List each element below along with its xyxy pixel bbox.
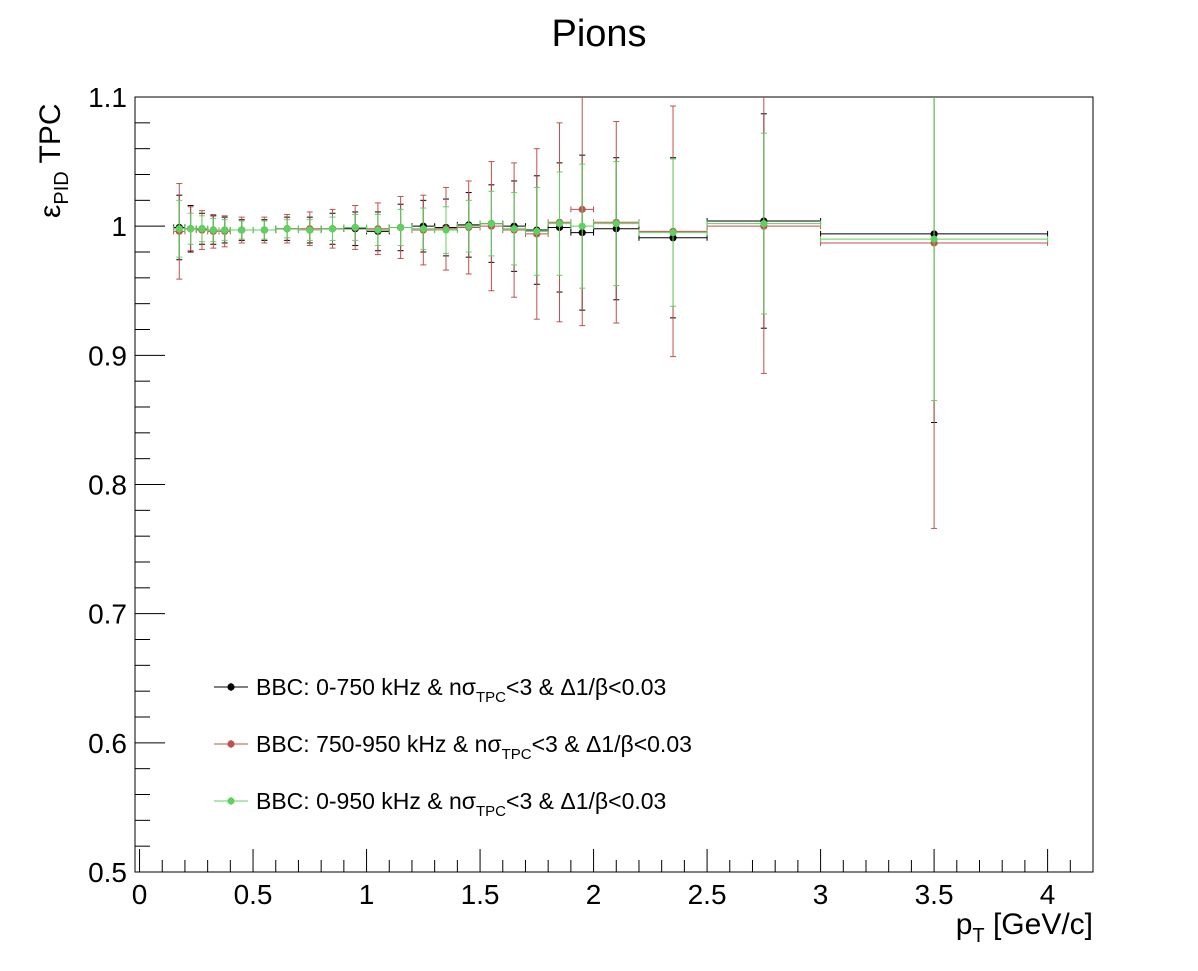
y-tick-label: 1 (111, 211, 127, 242)
marker (669, 229, 677, 237)
chart-title: Pions (551, 13, 646, 55)
y-tick-label: 0.5 (88, 857, 127, 888)
data-point (229, 220, 254, 240)
marker (930, 235, 938, 243)
marker (465, 222, 473, 230)
data-point (184, 212, 197, 245)
legend-marker (227, 683, 235, 691)
series-2 (173, 97, 1049, 529)
legend-label-part: BBC: 750-950 kHz & nσ (256, 731, 502, 757)
marker (351, 223, 359, 232)
data-point (570, 163, 595, 289)
data-point (547, 171, 572, 276)
data-point (456, 199, 481, 253)
data-point (275, 219, 299, 239)
data-point (502, 192, 526, 266)
marker (442, 226, 450, 234)
marker (555, 219, 564, 228)
y-tick-label: 0.9 (88, 340, 127, 371)
legend-marker (227, 797, 235, 805)
y-axis-label: εPID TPC (34, 103, 73, 218)
series-1 (173, 97, 1049, 423)
x-axis-label: pT [GeV/c] (956, 908, 1093, 947)
legend-label-part: <3 & Δ1/β<0.03 (506, 674, 666, 700)
legend-label-subscript: TPC (502, 746, 532, 763)
x-tick-label: 0 (132, 879, 148, 910)
legend-label: BBC: 0-750 kHz & nσTPC<3 & Δ1/β<0.03 (256, 674, 666, 706)
x-tick-label: 4 (1040, 879, 1056, 910)
marker (209, 226, 217, 234)
data-point (366, 214, 390, 247)
marker (283, 225, 291, 233)
legend-label-subscript: TPC (476, 803, 506, 820)
x-tick-label: 3.5 (915, 879, 954, 910)
legend-label: BBC: 0-950 kHz & nσTPC<3 & Δ1/β<0.03 (256, 788, 666, 820)
x-tick-label: 1 (359, 879, 375, 910)
marker (306, 226, 314, 234)
legend-label-part: <3 & Δ1/β<0.03 (506, 788, 666, 814)
legend-entry: BBC: 0-750 kHz & nσTPC<3 & Δ1/β<0.03 (214, 674, 666, 706)
data-point (411, 207, 436, 250)
data-point (207, 217, 220, 243)
legend-entry: BBC: 0-950 kHz & nσTPC<3 & Δ1/β<0.03 (214, 788, 666, 820)
marker (198, 225, 206, 233)
legend-label-subscript: TPC (476, 689, 506, 706)
data-point (218, 219, 231, 241)
legend-label-part: <3 & Δ1/β<0.03 (532, 731, 692, 757)
legend-label-part: BBC: 0-750 kHz & nσ (256, 674, 476, 700)
data-point (388, 208, 413, 247)
y-tick-label: 0.7 (88, 599, 127, 630)
marker (187, 225, 195, 233)
legend-marker (227, 740, 235, 748)
data-point (320, 216, 345, 241)
data-layer (173, 97, 1049, 529)
marker (419, 225, 427, 233)
marker (760, 219, 768, 228)
axes: 0 0.5 1 1.5 2 2.5 3 3.5 40.50.60.70.80.911.1 (88, 82, 1094, 910)
data-point (479, 190, 504, 257)
legend-label: BBC: 750-950 kHz & nσTPC<3 & Δ1/β<0.03 (256, 731, 692, 763)
legend: BBC: 0-750 kHz & nσTPC<3 & Δ1/β<0.03BBC:… (214, 674, 692, 820)
marker (374, 226, 382, 234)
marker (260, 226, 268, 234)
data-point (297, 219, 322, 241)
marker (238, 226, 246, 234)
y-tick-label: 1.1 (88, 82, 127, 113)
marker (612, 219, 620, 228)
legend-entry: BBC: 750-950 kHz & nσTPC<3 & Δ1/β<0.03 (214, 731, 692, 763)
x-tick-label: 1.5 (461, 879, 500, 910)
data-point (252, 220, 277, 240)
marker (533, 227, 541, 235)
marker (221, 226, 229, 234)
marker (397, 223, 405, 232)
marker (510, 225, 518, 233)
marker (578, 222, 586, 230)
data-point (638, 158, 708, 307)
x-tick-label: 3 (813, 879, 829, 910)
data-point (524, 186, 549, 276)
marker (175, 225, 183, 233)
data-point (195, 215, 209, 243)
x-tick-label: 2 (586, 879, 602, 910)
y-tick-label: 0.6 (88, 728, 127, 759)
data-point (343, 214, 368, 241)
x-tick-label: 0.5 (234, 879, 273, 910)
series-3 (173, 97, 1049, 402)
data-point (593, 161, 640, 287)
data-point (434, 206, 458, 254)
marker (487, 219, 496, 228)
data-point (820, 97, 1049, 402)
marker (328, 225, 337, 233)
legend-label-part: BBC: 0-950 kHz & nσ (256, 788, 476, 814)
data-point (173, 199, 186, 258)
data-point (706, 132, 822, 315)
y-tick-label: 0.8 (88, 470, 127, 501)
x-tick-label: 2.5 (688, 879, 727, 910)
